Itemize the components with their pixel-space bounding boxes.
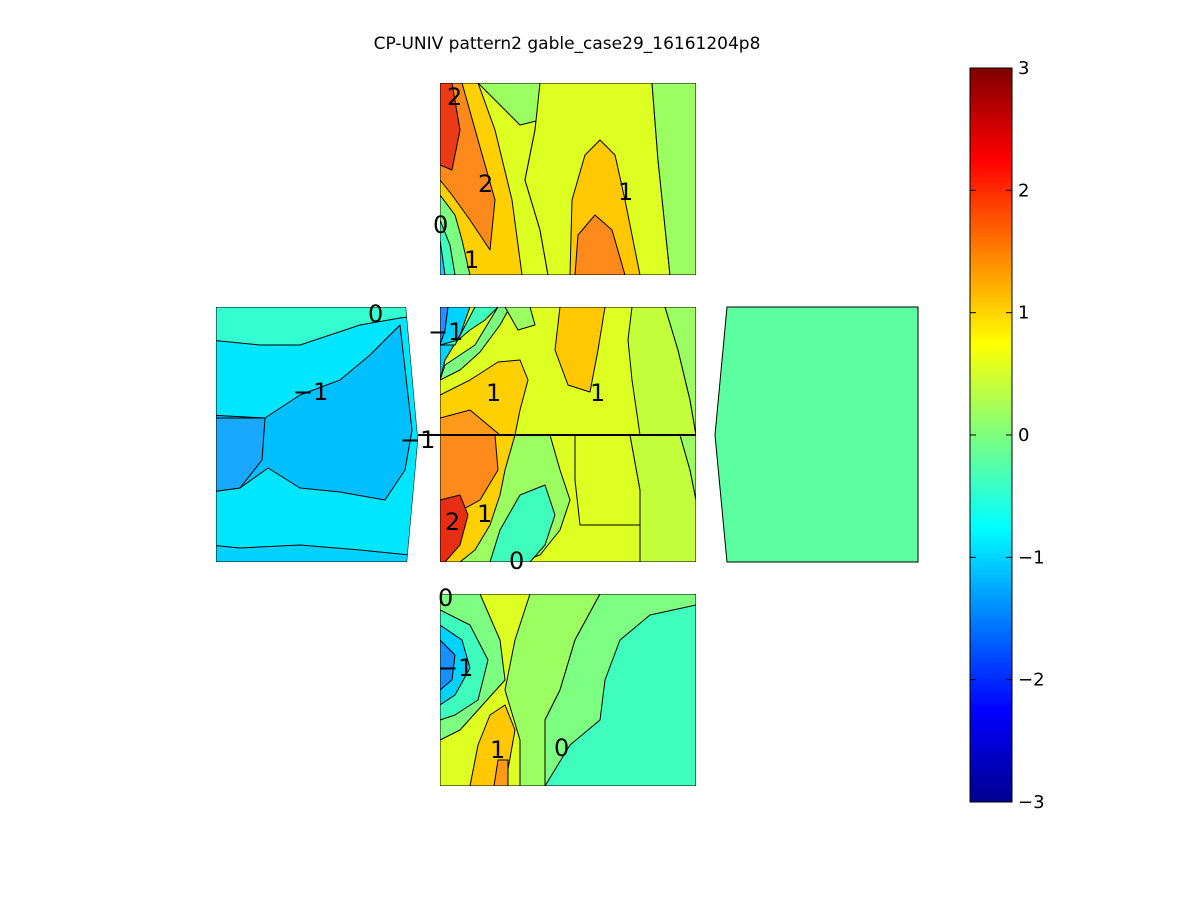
contour-label: −1 [438, 654, 473, 682]
bottom-face-panel [440, 594, 696, 786]
contour-label: 2 [445, 508, 460, 536]
contour-label: 1 [486, 379, 501, 407]
contour-label: 0 [368, 300, 383, 328]
contour-label: 1 [490, 736, 505, 764]
right-face-panel [714, 306, 919, 563]
contour-label: 2 [447, 83, 462, 111]
contour-label: 0 [509, 547, 524, 575]
colorbar-tick-label: 1 [1018, 303, 1029, 324]
contour-label: −1 [293, 378, 328, 406]
contour-label: 1 [618, 178, 633, 206]
contour-labels: 2 2 1 0 1 0 −1 −1 −1 1 1 2 1 0 0 −1 1 0 [293, 83, 633, 764]
contour-label: 1 [590, 379, 605, 407]
colorbar-tick-label: −3 [1018, 792, 1045, 813]
contour-label: −1 [428, 318, 463, 346]
contour-label: 0 [438, 584, 453, 612]
colorbar-tick-label: 0 [1018, 425, 1029, 446]
contour-label: 0 [433, 211, 448, 239]
contour-label: 1 [477, 500, 492, 528]
contour-label: 0 [554, 734, 569, 762]
colorbar-gradient [969, 67, 1013, 803]
chart-title: CP-UNIV pattern2 gable_case29_16161204p8 [373, 34, 761, 54]
colorbar-tick-label: −1 [1018, 547, 1045, 568]
contour-label: 2 [478, 170, 493, 198]
contour-label: −1 [400, 426, 435, 454]
top-face-panel [440, 83, 696, 275]
colorbar-ticks: 3 2 1 0 −1 −2 −3 [970, 58, 1045, 813]
left-face-panel [216, 307, 418, 562]
contour-label: 1 [464, 246, 479, 274]
colorbar: 3 2 1 0 −1 −2 −3 [969, 58, 1045, 813]
colorbar-tick-label: 2 [1018, 180, 1029, 201]
center-lower-face-panel [440, 435, 696, 562]
colorbar-tick-label: 3 [1018, 58, 1029, 79]
center-upper-face-panel [440, 307, 696, 435]
colorbar-tick-label: −2 [1018, 670, 1045, 691]
